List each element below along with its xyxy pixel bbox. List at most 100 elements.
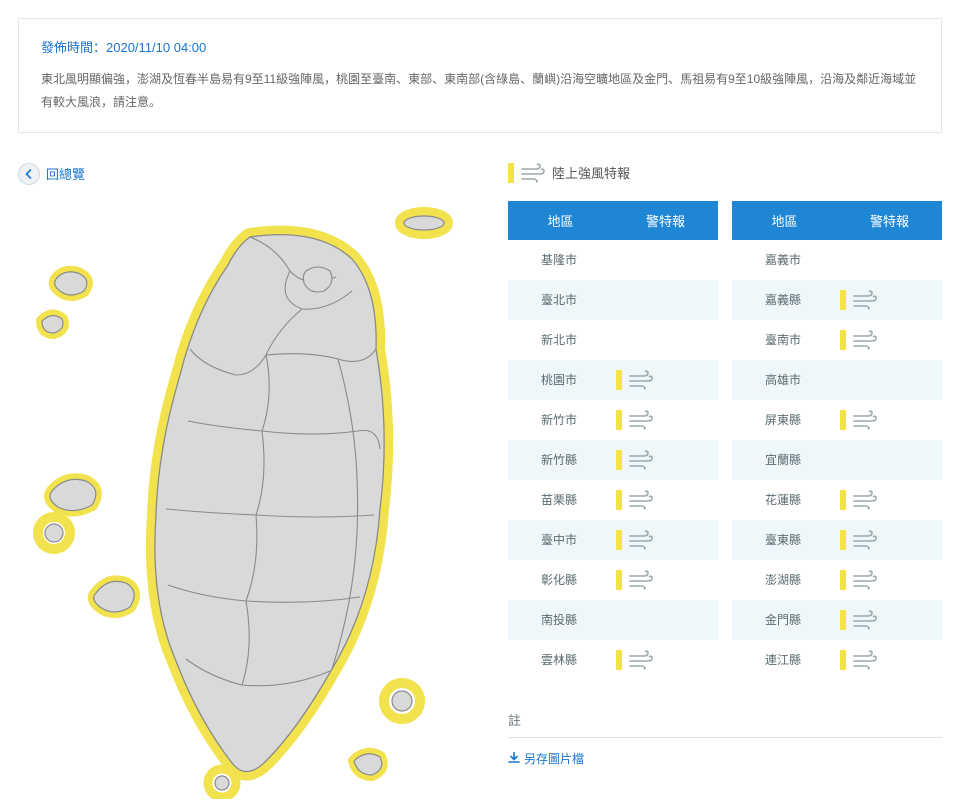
region-name: 花蓮縣 <box>732 491 834 508</box>
legend-text: 陸上強風特報 <box>552 163 630 182</box>
region-warn <box>834 530 942 550</box>
warn-color-bar <box>840 610 846 630</box>
warn-color-bar <box>840 650 846 670</box>
wind-icon <box>852 530 878 550</box>
warn-color-bar <box>616 410 622 430</box>
table-row[interactable]: 新竹縣 <box>508 440 718 480</box>
warn-color-bar <box>616 370 622 390</box>
region-name: 新竹縣 <box>508 451 610 468</box>
region-name: 苗栗縣 <box>508 491 610 508</box>
table-row[interactable]: 花蓮縣 <box>732 480 942 520</box>
table-row[interactable]: 新竹市 <box>508 400 718 440</box>
back-label: 回總覽 <box>46 164 85 183</box>
warn-color-bar <box>840 290 846 310</box>
taiwan-map <box>18 199 478 802</box>
warn-color-bar <box>616 490 622 510</box>
table-row[interactable]: 嘉義縣 <box>732 280 942 320</box>
warn-color-bar <box>616 450 622 470</box>
back-button[interactable]: 回總覽 <box>18 163 85 185</box>
table-row[interactable]: 雲林縣 <box>508 640 718 680</box>
wind-icon <box>628 450 654 470</box>
table-row[interactable]: 連江縣 <box>732 640 942 680</box>
wind-icon <box>852 490 878 510</box>
table-row[interactable]: 臺東縣 <box>732 520 942 560</box>
region-warn <box>834 330 942 350</box>
region-warn <box>610 650 718 670</box>
download-icon <box>508 752 520 764</box>
region-name: 高雄市 <box>732 371 834 388</box>
header-warn: 警特報 <box>837 201 942 240</box>
warn-color-bar <box>616 650 622 670</box>
table-row[interactable]: 桃園市 <box>508 360 718 400</box>
wind-icon <box>852 410 878 430</box>
notice-body: 東北風明顯偏強，澎湖及恆春半島易有9至11級強陣風，桃園至臺南、東部、東南部(含… <box>41 68 919 114</box>
warning-tables: 地區 警特報 基隆市臺北市新北市桃園市新竹市新竹縣苗栗縣臺中市彰化縣南投縣雲林縣… <box>508 201 942 680</box>
region-warn <box>834 490 942 510</box>
warn-color-bar <box>840 410 846 430</box>
legend: 陸上強風特報 <box>508 163 942 183</box>
region-name: 新竹市 <box>508 411 610 428</box>
wind-icon <box>628 650 654 670</box>
region-warn <box>610 410 718 430</box>
note-section: 註 另存圖片檔 <box>508 710 942 768</box>
save-image-button[interactable]: 另存圖片檔 <box>508 750 584 767</box>
table-header: 地區 警特報 <box>508 201 718 240</box>
notice-box: 發佈時間：2020/11/10 04:00 東北風明顯偏強，澎湖及恆春半島易有9… <box>18 18 942 133</box>
warn-color-bar <box>840 530 846 550</box>
wind-icon <box>628 530 654 550</box>
save-label: 另存圖片檔 <box>524 750 584 767</box>
header-region: 地區 <box>508 201 613 240</box>
region-warn <box>834 290 942 310</box>
table-row[interactable]: 臺北市 <box>508 280 718 320</box>
table-row[interactable]: 彰化縣 <box>508 560 718 600</box>
region-name: 臺北市 <box>508 291 610 308</box>
region-name: 臺南市 <box>732 331 834 348</box>
region-name: 桃園市 <box>508 371 610 388</box>
warn-color-bar <box>840 570 846 590</box>
table-row[interactable]: 宜蘭縣 <box>732 440 942 480</box>
region-warn <box>834 610 942 630</box>
region-name: 彰化縣 <box>508 571 610 588</box>
table-row[interactable]: 澎湖縣 <box>732 560 942 600</box>
region-name: 嘉義縣 <box>732 291 834 308</box>
table-row[interactable]: 臺南市 <box>732 320 942 360</box>
region-name: 南投縣 <box>508 611 610 628</box>
region-warn <box>834 570 942 590</box>
region-warn <box>610 490 718 510</box>
table-row[interactable]: 基隆市 <box>508 240 718 280</box>
region-warn <box>834 410 942 430</box>
table-row[interactable]: 嘉義市 <box>732 240 942 280</box>
table-row[interactable]: 苗栗縣 <box>508 480 718 520</box>
table-row[interactable]: 新北市 <box>508 320 718 360</box>
region-name: 連江縣 <box>732 651 834 668</box>
table-row[interactable]: 屏東縣 <box>732 400 942 440</box>
warn-color-bar <box>840 330 846 350</box>
notice-title: 發佈時間：2020/11/10 04:00 <box>41 37 919 56</box>
wind-icon <box>852 570 878 590</box>
region-warn <box>610 450 718 470</box>
table-row[interactable]: 高雄市 <box>732 360 942 400</box>
header-warn: 警特報 <box>613 201 718 240</box>
wind-icon <box>852 610 878 630</box>
region-name: 臺東縣 <box>732 531 834 548</box>
region-name: 基隆市 <box>508 251 610 268</box>
legend-color-bar <box>508 163 514 183</box>
table-right: 地區 警特報 嘉義市嘉義縣臺南市高雄市屏東縣宜蘭縣花蓮縣臺東縣澎湖縣金門縣連江縣 <box>732 201 942 680</box>
region-name: 屏東縣 <box>732 411 834 428</box>
wind-icon <box>852 330 878 350</box>
region-name: 宜蘭縣 <box>732 451 834 468</box>
region-name: 新北市 <box>508 331 610 348</box>
arrow-left-icon <box>18 163 40 185</box>
wind-icon <box>628 410 654 430</box>
table-header: 地區 警特報 <box>732 201 942 240</box>
region-name: 嘉義市 <box>732 251 834 268</box>
warn-color-bar <box>616 570 622 590</box>
warn-color-bar <box>840 490 846 510</box>
warn-color-bar <box>616 530 622 550</box>
table-row[interactable]: 金門縣 <box>732 600 942 640</box>
wind-icon <box>852 650 878 670</box>
table-row[interactable]: 南投縣 <box>508 600 718 640</box>
table-row[interactable]: 臺中市 <box>508 520 718 560</box>
region-name: 雲林縣 <box>508 651 610 668</box>
wind-icon <box>520 163 546 183</box>
